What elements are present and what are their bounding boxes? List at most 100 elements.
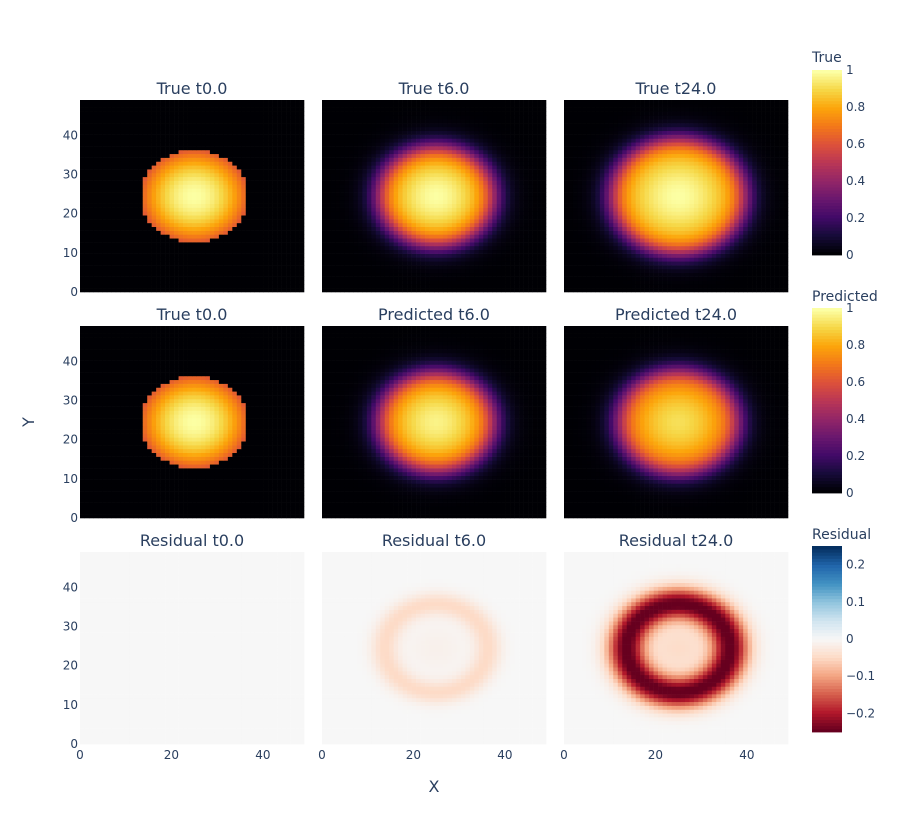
heatmap-cell bbox=[412, 146, 417, 150]
heatmap-cell bbox=[147, 273, 152, 277]
heatmap-cell bbox=[241, 208, 246, 212]
heatmap-cell bbox=[179, 108, 184, 112]
heatmap-cell bbox=[277, 184, 282, 188]
heatmap-cell bbox=[156, 227, 161, 231]
heatmap-cell bbox=[425, 196, 430, 200]
heatmap-cell bbox=[214, 115, 219, 119]
heatmap-cell bbox=[107, 104, 112, 108]
heatmap-cell bbox=[273, 215, 278, 219]
heatmap-cell bbox=[143, 200, 148, 204]
heatmap-cell bbox=[515, 234, 520, 238]
heatmap-cell bbox=[421, 238, 426, 242]
heatmap-cell bbox=[196, 277, 201, 281]
heatmap-cell bbox=[291, 100, 296, 104]
heatmap-cell bbox=[371, 284, 376, 288]
heatmap-cell bbox=[295, 138, 300, 142]
heatmap-cell bbox=[282, 142, 287, 146]
heatmap-cell bbox=[340, 188, 345, 192]
heatmap-cell bbox=[376, 200, 381, 204]
heatmap-cell bbox=[407, 158, 412, 162]
heatmap-cell bbox=[156, 204, 161, 208]
heatmap-cell bbox=[542, 277, 547, 281]
heatmap-cell bbox=[443, 219, 448, 223]
heatmap-cell bbox=[430, 242, 435, 246]
heatmap-cell bbox=[259, 131, 264, 135]
heatmap-cell bbox=[255, 138, 260, 142]
heatmap-cell bbox=[340, 211, 345, 215]
heatmap-cell bbox=[89, 192, 94, 196]
heatmap-cell bbox=[510, 261, 515, 265]
heatmap-cell bbox=[326, 161, 331, 165]
heatmap-cell bbox=[89, 127, 94, 131]
heatmap-cell bbox=[358, 181, 363, 185]
heatmap-cell bbox=[116, 204, 121, 208]
heatmap-cell bbox=[161, 119, 166, 123]
heatmap-cell bbox=[268, 242, 273, 246]
heatmap-cell bbox=[371, 158, 376, 162]
heatmap-cell bbox=[179, 231, 184, 235]
heatmap-cell bbox=[102, 115, 107, 119]
heatmap-cell bbox=[474, 150, 479, 154]
heatmap-cell bbox=[120, 119, 125, 123]
heatmap-cell bbox=[524, 115, 529, 119]
heatmap-cell bbox=[492, 257, 497, 261]
heatmap-cell bbox=[268, 138, 273, 142]
heatmap-cell bbox=[120, 250, 125, 254]
heatmap-cell bbox=[196, 104, 201, 108]
heatmap-cell bbox=[430, 131, 435, 135]
heatmap-cell bbox=[371, 142, 376, 146]
heatmap-cell bbox=[107, 223, 112, 227]
heatmap-cell bbox=[326, 158, 331, 162]
heatmap-cell bbox=[183, 184, 188, 188]
heatmap-cell bbox=[223, 196, 228, 200]
heatmap-cell bbox=[421, 150, 426, 154]
heatmap-cell bbox=[461, 100, 466, 104]
heatmap-cell bbox=[416, 119, 421, 123]
heatmap-cell bbox=[380, 238, 385, 242]
heatmap-cell bbox=[255, 192, 260, 196]
heatmap-cell bbox=[273, 280, 278, 284]
heatmap-cell bbox=[223, 177, 228, 181]
heatmap-cell bbox=[416, 242, 421, 246]
heatmap-cell bbox=[376, 123, 381, 127]
heatmap-cell bbox=[421, 146, 426, 150]
heatmap-cell bbox=[501, 112, 506, 116]
heatmap-cell bbox=[394, 108, 399, 112]
heatmap-cell bbox=[461, 138, 466, 142]
heatmap-cell bbox=[461, 188, 466, 192]
heatmap-cell bbox=[183, 208, 188, 212]
heatmap-cell bbox=[219, 208, 224, 212]
heatmap-cell bbox=[349, 154, 354, 158]
heatmap-cell bbox=[246, 165, 251, 169]
heatmap-cell bbox=[403, 223, 408, 227]
heatmap-cell bbox=[371, 257, 376, 261]
heatmap-cell bbox=[192, 231, 197, 235]
heatmap-cell bbox=[376, 250, 381, 254]
heatmap-cell bbox=[344, 211, 349, 215]
heatmap-cell bbox=[205, 288, 210, 292]
heatmap-cell bbox=[389, 112, 394, 116]
heatmap-cell bbox=[403, 200, 408, 204]
heatmap-cell bbox=[277, 123, 282, 127]
heatmap-cell bbox=[501, 108, 506, 112]
heatmap-cell bbox=[385, 208, 390, 212]
heatmap-cell bbox=[250, 231, 255, 235]
heatmap-cell bbox=[214, 215, 219, 219]
heatmap-cell bbox=[174, 131, 179, 135]
heatmap-cell bbox=[380, 150, 385, 154]
heatmap-cell bbox=[367, 138, 372, 142]
heatmap-cell bbox=[542, 269, 547, 273]
heatmap-cell bbox=[533, 146, 538, 150]
heatmap-cell bbox=[282, 108, 287, 112]
heatmap-cell bbox=[497, 104, 502, 108]
heatmap-cell bbox=[349, 127, 354, 131]
heatmap-cell bbox=[102, 173, 107, 177]
heatmap-cell bbox=[542, 192, 547, 196]
heatmap-cell bbox=[161, 184, 166, 188]
heatmap-cell bbox=[465, 238, 470, 242]
heatmap-cell bbox=[349, 242, 354, 246]
heatmap-cell bbox=[519, 254, 524, 258]
heatmap-cell bbox=[335, 150, 340, 154]
heatmap-cell bbox=[125, 146, 130, 150]
heatmap-cell bbox=[394, 284, 399, 288]
